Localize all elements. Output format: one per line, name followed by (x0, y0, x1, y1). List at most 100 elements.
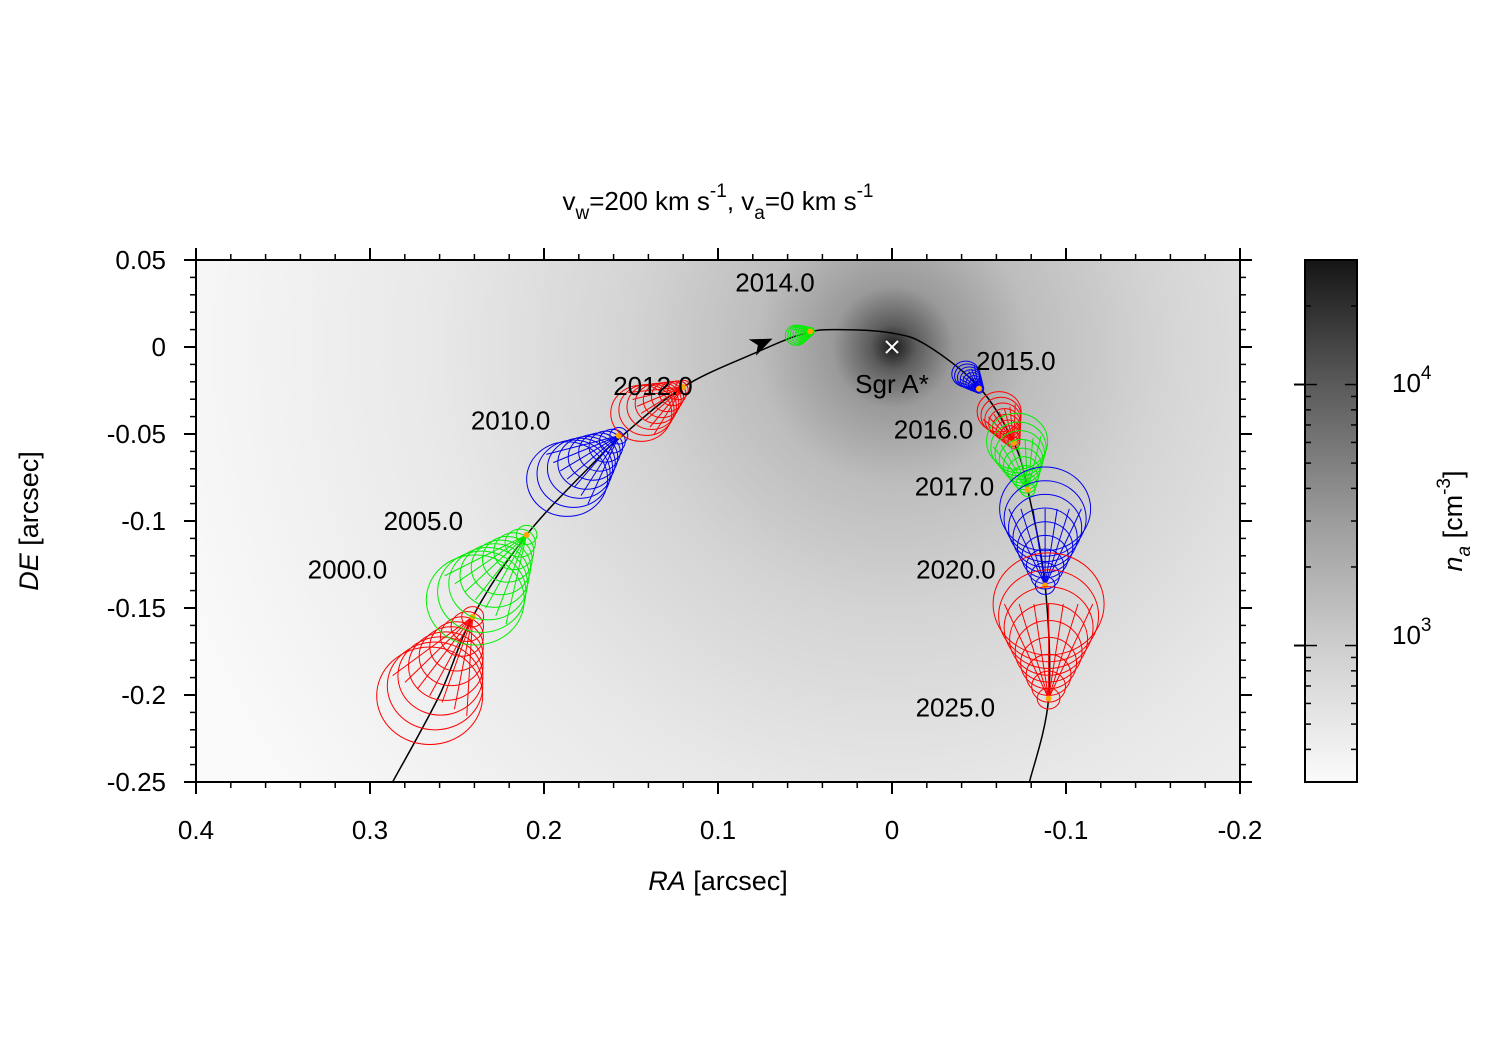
cloud-ray (1027, 435, 1042, 490)
cloud-ray (982, 419, 1015, 444)
cloud-ray (566, 435, 620, 480)
cloud-ray (1048, 603, 1064, 699)
epoch-label: 2010.0 (471, 406, 551, 436)
cloud-ray (1020, 508, 1046, 586)
cloud-ray (649, 386, 684, 428)
cloud-ray (587, 435, 620, 505)
cloud-ray (1008, 508, 1046, 586)
cloud-ellipse (386, 641, 484, 731)
y-tick-label: -0.2 (121, 680, 166, 710)
y-tick-label: 0.05 (115, 245, 166, 275)
cloud-ellipse (634, 382, 680, 425)
cloud-ray (993, 414, 1015, 443)
cloud-ray (988, 416, 1015, 444)
epoch-label: 2025.0 (916, 692, 996, 722)
cloud-ellipse (951, 360, 981, 388)
cloud-ellipse (470, 539, 532, 596)
colorbar-title: na [cm-3] (1434, 470, 1475, 571)
x-tick-label: 0 (885, 815, 899, 845)
colorbar (1304, 259, 1358, 783)
cloud-ray (968, 371, 980, 390)
y-tick-label: 0 (152, 332, 166, 362)
cloud-ray (1032, 508, 1046, 586)
cloud-ellipse (437, 550, 527, 633)
cloud-ellipse (557, 435, 616, 490)
cloud-ellipse (459, 543, 530, 608)
cloud-ray (1033, 603, 1050, 699)
cloud-ray (1008, 442, 1029, 490)
cloud-ray (485, 534, 528, 609)
epoch-label: 2020.0 (916, 554, 996, 584)
cloud-ellipse (618, 384, 675, 436)
direction-arrow (748, 338, 773, 356)
cloud-ray (1027, 437, 1034, 490)
cloud-ellipse (448, 546, 528, 621)
cloud-2012.0 (610, 379, 692, 442)
cloud-ellipse (962, 372, 983, 391)
cloud-2020.0 (999, 466, 1092, 595)
epoch-label: 2015.0 (976, 346, 1056, 376)
cloud-ray (653, 386, 684, 435)
epoch-marker (1042, 582, 1049, 589)
cloud-ellipse (408, 631, 484, 701)
chart-title: vw=200 km s-1, va=0 km s-1 (563, 181, 874, 224)
cloud-ray (495, 534, 528, 617)
sgr-a-label: Sgr A* (855, 369, 929, 399)
x-tick-label: -0.1 (1044, 815, 1089, 845)
cloud-ellipse (999, 425, 1021, 445)
epoch-label: 2014.0 (735, 267, 815, 297)
cloud-2015.0 (951, 360, 985, 394)
cloud-ray (464, 534, 527, 593)
epoch-marker (680, 384, 687, 391)
cloud-ellipse (482, 535, 533, 583)
cloud-ellipse (667, 380, 689, 401)
cloud-ellipse (536, 439, 611, 508)
cloud-ray (992, 446, 1029, 490)
cloud-ray (1044, 508, 1058, 586)
epoch-marker (1024, 486, 1031, 493)
cloud-ray (1024, 439, 1029, 490)
cloud-ellipse (425, 554, 525, 646)
epoch-label: 2016.0 (894, 415, 974, 445)
cloud-ray (474, 534, 527, 601)
cloud-ray (632, 386, 684, 400)
cloud-ray (962, 376, 980, 390)
cloud-ray (466, 616, 474, 716)
cloud-ray (959, 378, 980, 390)
y-tick-label: -0.25 (107, 767, 166, 797)
x-tick-label: 0.1 (700, 815, 736, 845)
cloud-ellipse (954, 363, 981, 389)
cloud-2017.0 (986, 412, 1049, 497)
cloud-ray (1044, 508, 1082, 586)
cloud-2025.0 (992, 552, 1105, 710)
x-tick-label: -0.2 (1218, 815, 1263, 845)
cloud-ray (1009, 406, 1015, 443)
cloud-ray (628, 386, 684, 394)
epoch-marker (976, 385, 982, 392)
cloud-ellipse (642, 382, 682, 419)
cloud-ray (1018, 603, 1050, 699)
y-tick-label: -0.05 (107, 419, 166, 449)
epoch-label: 2000.0 (308, 555, 388, 585)
x-tick-label: 0.4 (178, 815, 214, 845)
epoch-marker (523, 531, 530, 538)
x-tick-label: 0.2 (526, 815, 562, 845)
x-axis-title: RA [arcsec] (648, 866, 788, 896)
cloud-ray (441, 616, 474, 703)
cloud-ellipse (376, 646, 484, 746)
cloud-ray (553, 435, 620, 464)
cloud-2010.0 (526, 426, 629, 517)
cloud-ellipse (397, 636, 484, 716)
y-tick-label: -0.1 (121, 506, 166, 536)
epoch-marker (807, 328, 814, 335)
cloud-ray (640, 386, 684, 414)
cloud-ellipse (990, 421, 1047, 474)
cloud-ray (1013, 404, 1016, 443)
epoch-label: 2017.0 (915, 472, 995, 502)
cloud-ray (645, 386, 684, 421)
cloud-2000.0 (376, 606, 485, 746)
cloud-2005.0 (425, 524, 538, 646)
cloud-ellipse (626, 383, 677, 430)
cloud-ellipse (659, 380, 687, 407)
